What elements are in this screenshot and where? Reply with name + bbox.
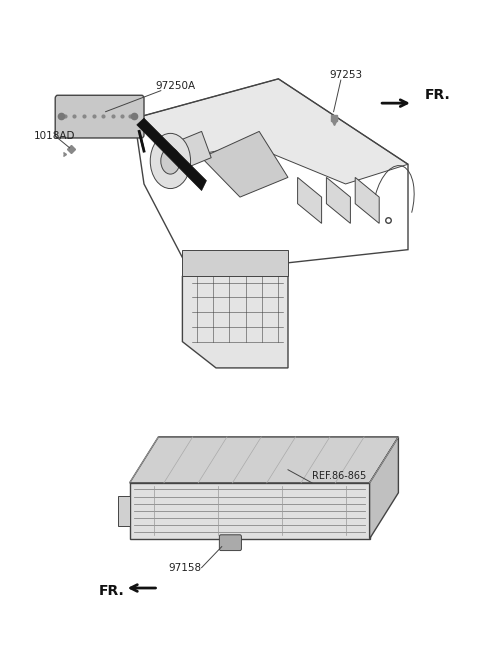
Polygon shape — [118, 496, 130, 526]
Polygon shape — [182, 276, 288, 368]
Text: 1018AD: 1018AD — [34, 131, 75, 141]
Polygon shape — [182, 250, 288, 276]
Circle shape — [161, 148, 180, 174]
Polygon shape — [298, 177, 322, 223]
Text: FR.: FR. — [98, 584, 124, 599]
Polygon shape — [202, 131, 288, 197]
Polygon shape — [355, 177, 379, 223]
Text: 97250A: 97250A — [155, 81, 195, 91]
Text: 97158: 97158 — [168, 562, 202, 573]
FancyBboxPatch shape — [55, 95, 144, 138]
FancyBboxPatch shape — [219, 535, 241, 551]
Polygon shape — [154, 131, 211, 177]
Polygon shape — [130, 483, 370, 539]
Text: FR.: FR. — [425, 88, 451, 102]
Polygon shape — [134, 79, 408, 184]
Polygon shape — [326, 177, 350, 223]
Polygon shape — [130, 437, 398, 483]
Text: 97253: 97253 — [329, 70, 362, 80]
Polygon shape — [137, 118, 206, 191]
Circle shape — [150, 133, 191, 189]
Text: REF.86-865: REF.86-865 — [312, 471, 366, 481]
Polygon shape — [370, 437, 398, 539]
